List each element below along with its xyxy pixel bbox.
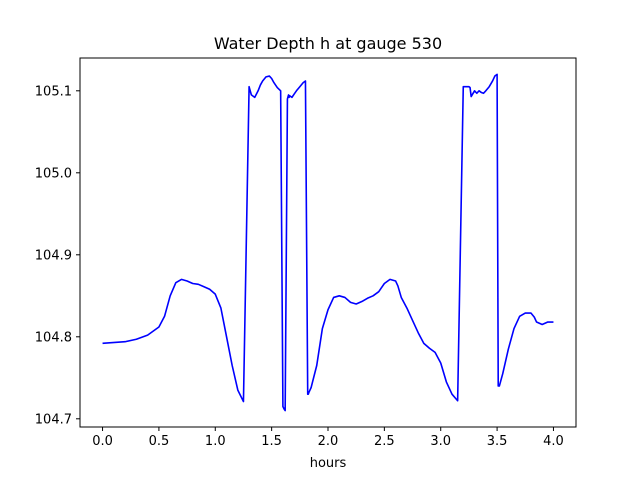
y-tick-label: 105.1 (35, 84, 72, 99)
x-tick-label: 3.0 (430, 434, 451, 449)
x-axis-ticks: 0.0 0.5 1.0 1.5 2.0 2.5 3.0 3.5 4.0 (92, 427, 564, 449)
x-tick-label: 2.0 (318, 434, 339, 449)
series-line (102, 73, 554, 412)
x-tick-label: 1.5 (261, 434, 282, 449)
plot-area (102, 73, 554, 412)
x-tick-label: 0.0 (92, 434, 113, 449)
y-tick-label: 104.7 (35, 412, 72, 427)
y-tick-label: 104.8 (35, 330, 72, 345)
plot-frame (79, 57, 577, 428)
y-axis-ticks: 104.7 104.8 104.9 105.0 105.1 (35, 84, 80, 427)
x-tick-label: 1.0 (205, 434, 226, 449)
y-tick-label: 104.9 (35, 248, 72, 263)
y-tick-label: 105.0 (35, 166, 72, 181)
x-tick-label: 2.5 (374, 434, 395, 449)
x-tick-label: 0.5 (149, 434, 170, 449)
x-tick-label: 3.5 (487, 434, 508, 449)
x-tick-label: 4.0 (543, 434, 564, 449)
x-axis-label: hours (310, 456, 347, 471)
chart-title: Water Depth h at gauge 530 (214, 34, 442, 53)
